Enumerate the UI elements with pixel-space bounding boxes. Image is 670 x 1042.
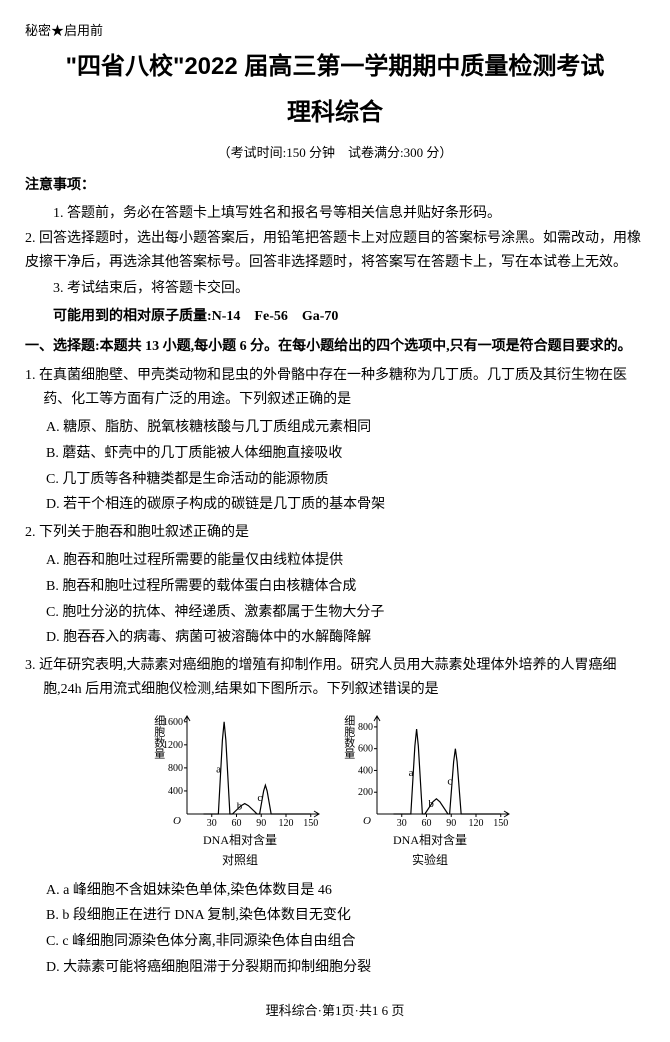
chart-exp-xlabel: DNA相对含量: [345, 830, 515, 850]
question-2-option-b: B. 胞吞和胞吐过程所需要的载体蛋白由核糖体合成: [46, 575, 645, 599]
notice-item-1: 1. 答题前，务必在答题卡上填写姓名和报名号等相关信息并贴好条形码。: [25, 202, 645, 226]
question-3-option-c: C. c 峰细胞同源染色体分离,非同源染色体自由组合: [46, 930, 645, 954]
charts-container: 细胞数量 40080012001600306090120150Oabc DNA相…: [25, 710, 645, 871]
svg-text:90: 90: [256, 818, 266, 829]
chart-control: 细胞数量 40080012001600306090120150Oabc DNA相…: [155, 710, 325, 871]
svg-text:90: 90: [446, 818, 456, 829]
svg-text:a: a: [409, 766, 414, 778]
question-3-option-b: B. b 段细胞正在进行 DNA 复制,染色体数目无变化: [46, 904, 645, 928]
svg-text:b: b: [428, 798, 434, 810]
svg-text:150: 150: [303, 818, 318, 829]
chart-control-name: 对照组: [155, 850, 325, 870]
secret-label: 秘密★启用前: [25, 20, 645, 42]
exam-info: （考试时间:150 分钟 试卷满分:300 分）: [25, 142, 645, 164]
question-1-option-b: B. 蘑菇、虾壳中的几丁质能被人体细胞直接吸收: [46, 442, 645, 466]
svg-text:400: 400: [168, 786, 183, 797]
chart-exp-svg: 200 400 600 800 30 60 90 120 150 Oa b c: [345, 710, 515, 830]
question-3-stem: 3. 近年研究表明,大蒜素对癌细胞的增殖有抑制作用。研究人员用大蒜素处理体外培养…: [25, 654, 645, 702]
svg-text:120: 120: [279, 818, 294, 829]
svg-text:120: 120: [469, 818, 484, 829]
chart-exp-name: 实验组: [345, 850, 515, 870]
svg-text:600: 600: [358, 743, 373, 754]
page-footer: 理科综合·第1页·共1 6 页: [25, 1000, 645, 1022]
svg-text:c: c: [257, 792, 262, 804]
svg-text:800: 800: [358, 722, 373, 733]
svg-text:800: 800: [168, 763, 183, 774]
question-1-option-d: D. 若干个相连的碳原子构成的碳链是几丁质的基本骨架: [46, 493, 645, 517]
svg-text:a: a: [216, 763, 221, 775]
svg-text:400: 400: [358, 765, 373, 776]
chart-ylabel: 细胞数量: [149, 715, 168, 759]
question-3-option-a: A. a 峰细胞不含姐妹染色单体,染色体数目是 46: [46, 879, 645, 903]
svg-text:O: O: [363, 815, 371, 827]
svg-text:b: b: [237, 800, 243, 812]
notice-item-3: 3. 考试结束后，将答题卡交回。: [25, 277, 645, 301]
svg-text:60: 60: [232, 818, 242, 829]
svg-text:150: 150: [493, 818, 508, 829]
question-3-option-d: D. 大蒜素可能将癌细胞阻滞于分裂期而抑制细胞分裂: [46, 956, 645, 980]
title-main: "四省八校"2022 届高三第一学期期中质量检测考试: [25, 47, 645, 88]
question-2-stem: 2. 下列关于胞吞和胞吐叙述正确的是: [25, 521, 645, 545]
question-2-option-d: D. 胞吞吞入的病毒、病菌可被溶酶体中的水解酶降解: [46, 626, 645, 650]
section-title: 一、选择题:本题共 13 小题,每小题 6 分。在每小题给出的四个选项中,只有一…: [25, 335, 645, 359]
svg-text:60: 60: [422, 818, 432, 829]
chart-experiment: 细胞数量 200400600800306090120150Oabc DNA相对含…: [345, 710, 515, 871]
svg-text:O: O: [173, 815, 181, 827]
chart-control-xlabel: DNA相对含量: [155, 830, 325, 850]
svg-text:200: 200: [358, 787, 373, 798]
chart-control-svg: 40080012001600306090120150Oabc: [155, 710, 325, 830]
question-1-option-c: C. 几丁质等各种糖类都是生命活动的能源物质: [46, 468, 645, 492]
question-1-stem: 1. 在真菌细胞壁、甲壳类动物和昆虫的外骨骼中存在一种多糖称为几丁质。几丁质及其…: [25, 364, 645, 412]
svg-text:30: 30: [397, 818, 407, 829]
question-1-option-a: A. 糖原、脂肪、脱氧核糖核酸与几丁质组成元素相同: [46, 416, 645, 440]
svg-text:30: 30: [207, 818, 217, 829]
atomic-mass: 可能用到的相对原子质量:N-14 Fe-56 Ga-70: [25, 305, 645, 329]
title-sub: 理科综合: [25, 93, 645, 134]
question-2-option-a: A. 胞吞和胞吐过程所需要的能量仅由线粒体提供: [46, 549, 645, 573]
svg-text:c: c: [447, 775, 452, 787]
question-2-option-c: C. 胞吐分泌的抗体、神经递质、激素都属于生物大分子: [46, 601, 645, 625]
chart-ylabel-2: 细胞数量: [339, 715, 358, 759]
notice-title: 注意事项：: [25, 174, 645, 198]
notice-item-2: 2. 回答选择题时，选出每小题答案后，用铅笔把答题卡上对应题目的答案标号涂黑。如…: [25, 227, 645, 275]
